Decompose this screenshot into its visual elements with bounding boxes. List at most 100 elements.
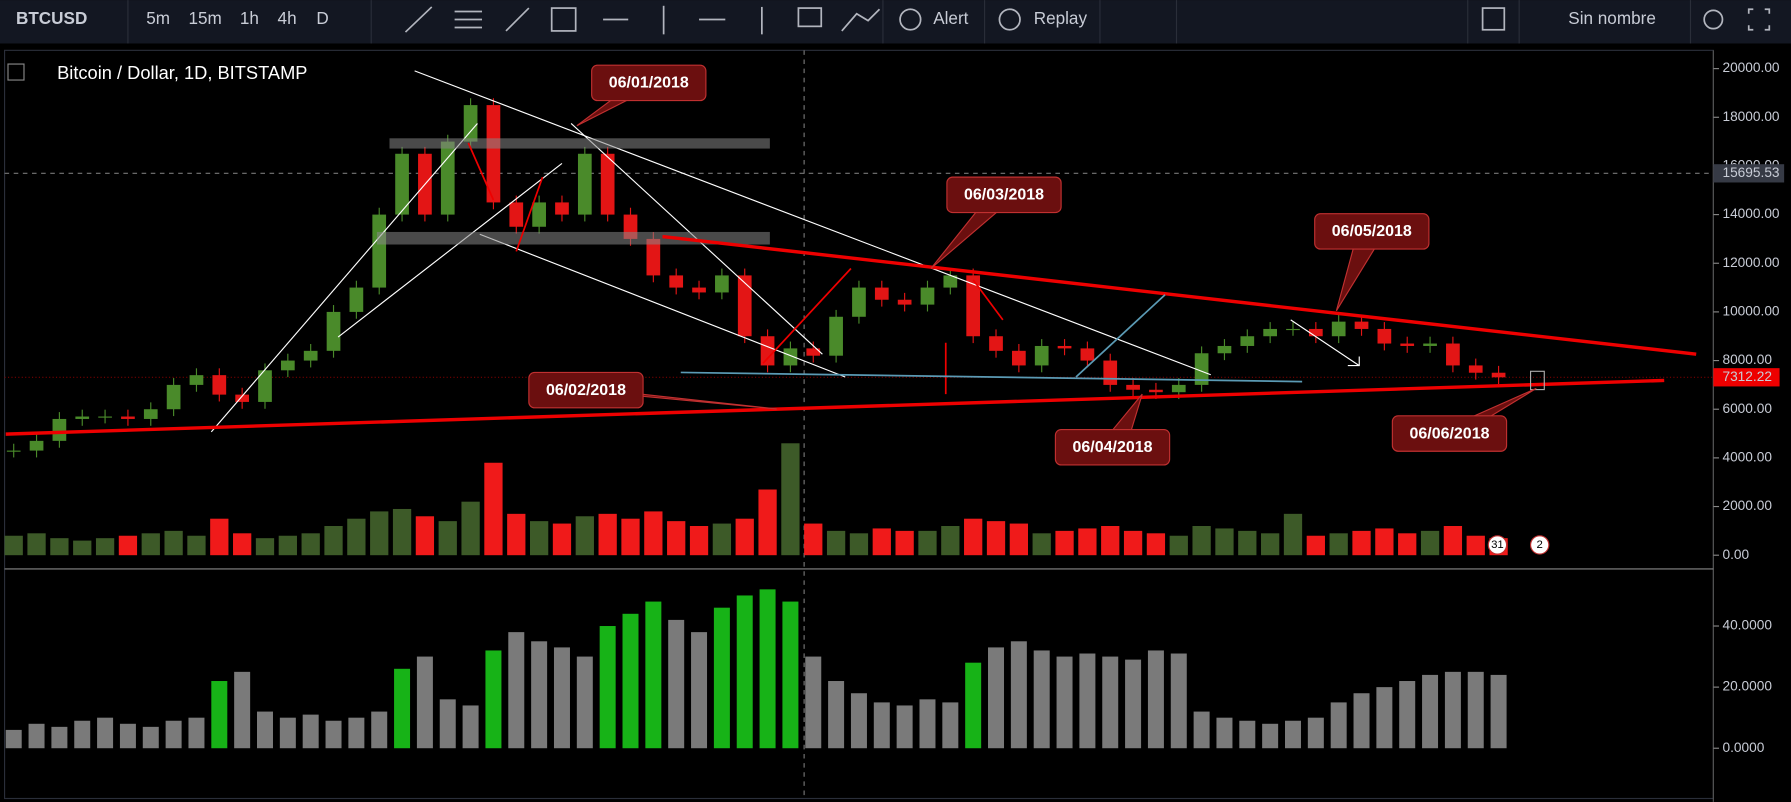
volume-bar xyxy=(118,535,138,556)
osc-bar xyxy=(1307,717,1324,749)
volume-bar xyxy=(529,521,549,556)
symbol[interactable]: BTCUSD xyxy=(16,8,87,28)
osc-bar xyxy=(1056,656,1073,749)
expand-icon[interactable] xyxy=(7,63,25,81)
osc-bar xyxy=(142,726,159,749)
candle-body xyxy=(852,287,866,317)
volume-bar xyxy=(1032,533,1051,556)
osc-bar xyxy=(302,714,319,749)
osc-bar xyxy=(531,641,548,749)
osc-tick-label: 20.0000 xyxy=(1722,679,1772,694)
osc-bar xyxy=(850,693,867,749)
event-badge[interactable] xyxy=(1487,535,1508,555)
osc-bar xyxy=(279,717,296,749)
candle-body xyxy=(715,275,729,293)
volume-bar xyxy=(941,526,960,556)
red-trendlines xyxy=(5,234,1697,436)
event-badge-text: 2 xyxy=(1537,539,1543,551)
volume-bar xyxy=(1306,535,1325,556)
osc-bar xyxy=(256,711,273,749)
callout-text: 06/01/2018 xyxy=(609,75,689,92)
red-arrows xyxy=(467,142,1004,395)
interval[interactable]: 15m xyxy=(188,8,221,28)
volume-bar xyxy=(27,533,46,556)
volume-bar xyxy=(278,535,297,556)
osc-bar xyxy=(1102,656,1119,749)
event-badge[interactable] xyxy=(1530,535,1550,555)
interval[interactable]: D xyxy=(316,8,328,28)
callout-box xyxy=(1054,428,1171,466)
candle-body xyxy=(1491,372,1506,378)
osc-bar xyxy=(759,589,776,749)
osc-bar xyxy=(896,705,913,749)
candle-body xyxy=(212,375,227,395)
price-tick-label: 12000.00 xyxy=(1722,255,1779,270)
candle-body xyxy=(326,311,341,351)
price-tick-label: 2000.00 xyxy=(1722,498,1772,513)
volume-bar xyxy=(986,521,1006,556)
interval[interactable]: 4h xyxy=(278,8,297,28)
volume-bar xyxy=(918,530,937,556)
volume-bar xyxy=(735,518,754,556)
candle-body xyxy=(1354,321,1369,329)
volume-bar xyxy=(849,533,869,556)
candle-body xyxy=(920,287,935,305)
candle-body xyxy=(440,141,455,215)
crosshair-label-bg xyxy=(1713,164,1785,183)
candle-body xyxy=(669,275,684,288)
candle-body xyxy=(29,440,44,451)
price-tick-label: 14000.00 xyxy=(1722,206,1779,221)
candle-body xyxy=(189,375,204,385)
volume-bar xyxy=(164,530,183,556)
candle-body xyxy=(395,153,409,215)
candle-body xyxy=(372,214,387,288)
osc-bar xyxy=(234,671,251,749)
osc-bar xyxy=(919,699,936,749)
candle-body xyxy=(121,416,135,419)
drawing-tool-icons[interactable] xyxy=(404,5,1771,35)
volume-bar xyxy=(1352,530,1371,556)
layout-name[interactable]: Sin nombre xyxy=(1568,8,1656,28)
blue-lines xyxy=(680,294,1303,383)
osc-bar xyxy=(691,632,708,749)
candle-body xyxy=(532,202,546,227)
callout-box xyxy=(1314,213,1430,250)
volume-bar xyxy=(804,523,823,556)
candle-body xyxy=(486,105,501,203)
volume-bar xyxy=(301,533,320,556)
osc-bar xyxy=(1490,674,1507,749)
callout-text: 06/04/2018 xyxy=(1073,439,1153,456)
candle-body xyxy=(303,350,318,361)
candle-body xyxy=(1308,328,1323,337)
candle-body xyxy=(463,105,478,142)
candle-body xyxy=(1126,384,1140,390)
candle-body xyxy=(1012,350,1026,366)
toolbar-separators xyxy=(127,0,1692,44)
alert-button[interactable]: Alert xyxy=(933,8,968,28)
interval[interactable]: 1h xyxy=(240,8,259,28)
replay-button[interactable]: Replay xyxy=(1034,8,1088,28)
candle-body xyxy=(143,409,158,419)
volume-bar xyxy=(1398,533,1417,556)
last-price-label: 7312.22 xyxy=(1722,369,1771,384)
volume-bar xyxy=(781,443,800,556)
candle-body xyxy=(874,287,889,300)
interval[interactable]: 5m xyxy=(146,8,170,28)
osc-bar xyxy=(5,729,22,749)
osc-bar xyxy=(599,626,616,749)
candle-body xyxy=(760,336,775,366)
osc-bar xyxy=(576,656,593,749)
volume-bar xyxy=(141,533,160,556)
osc-bar xyxy=(416,656,433,749)
candle-body xyxy=(349,287,364,312)
legend: Bitcoin / Dollar, 1D, BITSTAMP xyxy=(57,62,307,83)
osc-bar xyxy=(988,647,1005,749)
candle-body xyxy=(1263,328,1278,337)
candle-body xyxy=(1446,343,1460,366)
volume-bar xyxy=(187,535,206,556)
osc-bar xyxy=(188,717,205,749)
candle-body xyxy=(1034,345,1049,366)
